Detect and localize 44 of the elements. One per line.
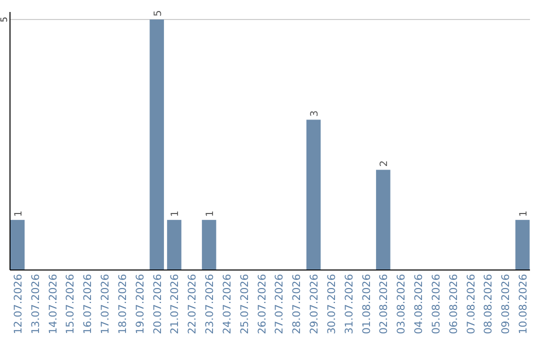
- x-tick-label: 29.07.2026: [308, 274, 321, 334]
- data-label: 3: [310, 110, 321, 117]
- x-tick-label: 25.07.2026: [238, 274, 251, 334]
- x-tick-label: 21.07.2026: [169, 274, 182, 334]
- x-tick-label: 10.08.2026: [518, 274, 530, 334]
- x-tick-label: 26.07.2026: [256, 274, 268, 334]
- x-tick-label: 01.08.2026: [360, 274, 373, 334]
- x-tick-label: 05.08.2026: [430, 274, 442, 334]
- x-tick-label: 23.07.2026: [204, 274, 216, 334]
- data-label: 1: [518, 210, 530, 217]
- x-tick-label: 18.07.2026: [116, 274, 129, 334]
- x-tick-label: 08.08.2026: [482, 274, 495, 334]
- x-tick-label: 27.07.2026: [274, 274, 286, 334]
- x-tick-label: 06.08.2026: [448, 274, 460, 334]
- data-label: 1: [205, 210, 216, 217]
- x-tick-label: 20.07.2026: [152, 274, 164, 334]
- x-tick-label: 17.07.2026: [100, 274, 112, 334]
- x-tick-label: 22.07.2026: [186, 274, 199, 334]
- data-label: 1: [13, 210, 24, 217]
- x-tick-label: 14.07.2026: [47, 274, 60, 334]
- x-tick-label: 07.08.2026: [465, 274, 478, 334]
- bar: [306, 120, 321, 270]
- x-tick-label: 03.08.2026: [396, 274, 408, 334]
- bar: [202, 220, 216, 270]
- bar: [376, 170, 390, 270]
- bar: [10, 220, 25, 270]
- x-tick-label: 30.07.2026: [326, 274, 338, 334]
- x-tick-label: 24.07.2026: [221, 274, 234, 334]
- data-label: 2: [379, 160, 390, 167]
- x-tick-label: 04.08.2026: [413, 274, 426, 334]
- data-label: 5: [152, 10, 164, 17]
- bar: [150, 20, 164, 270]
- x-tick-label: 16.07.2026: [82, 274, 94, 334]
- x-tick-label: 12.07.2026: [12, 274, 24, 334]
- data-label: 1: [170, 210, 182, 217]
- x-tick-label: 02.08.2026: [378, 274, 390, 334]
- x-tick-label: 28.07.2026: [291, 274, 304, 334]
- x-tick-label: 15.07.2026: [64, 274, 77, 334]
- x-tick-label: 13.07.2026: [30, 274, 42, 334]
- x-tick-label: 19.07.2026: [134, 274, 146, 334]
- x-tick-label: 31.07.2026: [343, 274, 356, 334]
- bar: [167, 220, 182, 270]
- x-tick-label: 09.08.2026: [500, 274, 512, 334]
- bar: [515, 220, 530, 270]
